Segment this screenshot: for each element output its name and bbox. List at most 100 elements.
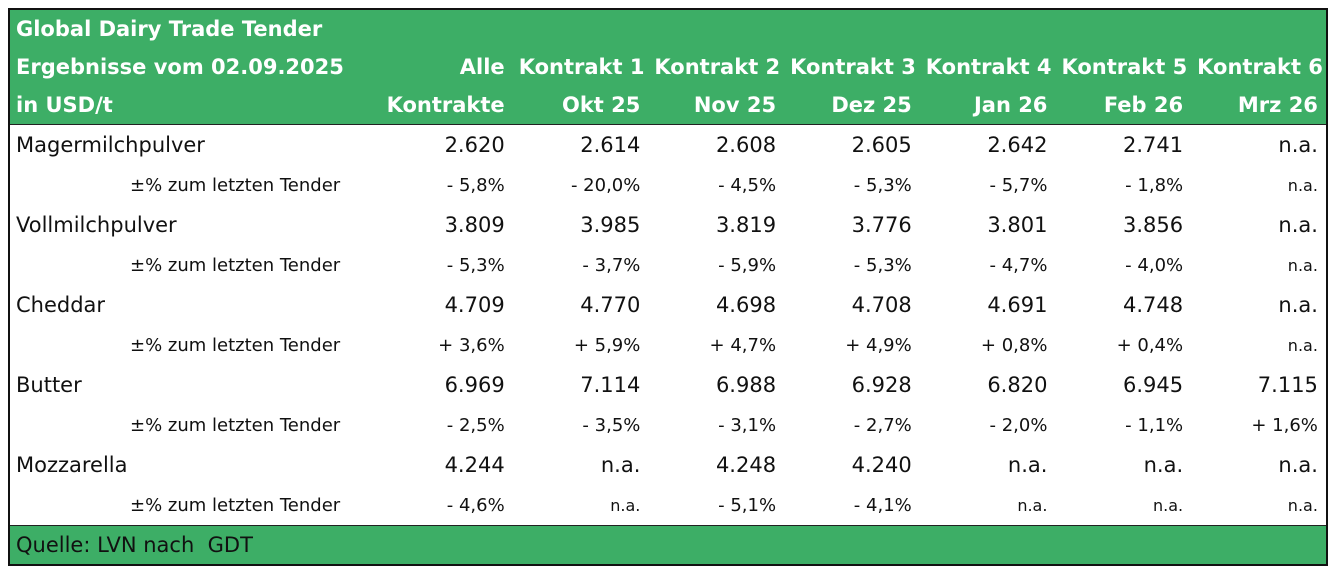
product-name: Vollmilchpulver bbox=[16, 213, 177, 237]
change-cell: n.a. bbox=[1287, 255, 1318, 275]
change-cell: - 2,0% bbox=[989, 414, 1048, 436]
price-cell: 3.819 bbox=[715, 213, 777, 237]
change-cell: - 5,1% bbox=[718, 494, 777, 516]
price-cell: n.a. bbox=[1278, 453, 1318, 477]
product-name: Mozzarella bbox=[16, 453, 128, 477]
column-header: Nov 25 bbox=[648, 86, 785, 125]
price-cell: n.a. bbox=[1143, 453, 1184, 477]
column-header: Kontrakt 1 bbox=[512, 48, 649, 86]
price-cell: 4.708 bbox=[851, 293, 912, 317]
price-cell: 2.620 bbox=[444, 133, 505, 157]
change-cell: n.a. bbox=[1287, 495, 1318, 515]
change-cell: n.a. bbox=[1153, 495, 1184, 515]
price-cell: 3.985 bbox=[580, 213, 641, 237]
change-cell: n.a. bbox=[610, 495, 641, 515]
table-row: ±% zum letzten Tender - 2,5% - 3,5% - 3,1% -… bbox=[9, 405, 1327, 445]
table-row: Vollmilchpulver 3.809 3.985 3.819 3.776 3.801… bbox=[9, 205, 1327, 245]
price-cell: 3.856 bbox=[1123, 213, 1184, 237]
change-cell: - 5,3% bbox=[853, 254, 912, 276]
price-cell: 4.244 bbox=[444, 453, 505, 477]
price-cell: 4.748 bbox=[1123, 293, 1184, 317]
price-cell: n.a. bbox=[1278, 213, 1318, 237]
price-cell: n.a. bbox=[1278, 293, 1318, 317]
price-cell: 6.969 bbox=[444, 373, 505, 397]
column-header: Jan 26 bbox=[919, 86, 1056, 125]
column-header: Alle bbox=[377, 48, 513, 86]
change-cell: - 3,5% bbox=[582, 414, 641, 436]
price-cell: 2.608 bbox=[715, 133, 777, 157]
price-cell: 4.709 bbox=[444, 293, 505, 317]
column-header: Mrz 26 bbox=[1191, 86, 1327, 125]
change-cell: - 4,6% bbox=[446, 494, 505, 516]
price-cell: 7.115 bbox=[1257, 373, 1318, 397]
column-header: Kontrakte bbox=[377, 86, 513, 125]
change-cell: - 2,7% bbox=[853, 414, 912, 436]
table-row: ±% zum letzten Tender - 5,8% - 20,0% - 4,5%… bbox=[9, 165, 1327, 205]
change-cell: n.a. bbox=[1287, 175, 1318, 195]
price-cell: 2.614 bbox=[580, 133, 641, 157]
change-cell: + 5,9% bbox=[573, 334, 641, 356]
change-label: ±% zum letzten Tender bbox=[130, 494, 341, 516]
change-cell: - 5,3% bbox=[446, 254, 505, 276]
price-cell: 4.770 bbox=[580, 293, 641, 317]
change-cell: - 3,1% bbox=[718, 414, 777, 436]
change-cell: + 4,9% bbox=[845, 334, 912, 356]
change-cell: - 1,1% bbox=[1125, 414, 1184, 436]
change-cell: - 4,7% bbox=[989, 254, 1048, 276]
table-row: in USD/t Kontrakte Okt 25 Nov 25 Dez 25 Jan 2… bbox=[9, 86, 1327, 125]
price-cell: 6.945 bbox=[1123, 373, 1184, 397]
product-name: Cheddar bbox=[16, 293, 106, 317]
source-note: Quelle: LVN nach GDT bbox=[9, 525, 1327, 565]
price-cell: 6.988 bbox=[715, 373, 777, 397]
price-cell: 3.776 bbox=[851, 213, 912, 237]
price-cell: 2.642 bbox=[987, 133, 1048, 157]
price-cell: 4.691 bbox=[987, 293, 1048, 317]
change-cell: + 3,6% bbox=[438, 334, 505, 356]
change-cell: - 5,9% bbox=[718, 254, 777, 276]
change-cell: - 4,0% bbox=[1125, 254, 1184, 276]
column-header: Feb 26 bbox=[1055, 86, 1192, 125]
title: Global Dairy Trade Tender bbox=[9, 9, 1327, 48]
price-cell: n.a. bbox=[600, 453, 641, 477]
column-header: Kontrakt 4 bbox=[919, 48, 1056, 86]
change-cell: - 3,7% bbox=[582, 254, 641, 276]
column-header: Kontrakt 2 bbox=[648, 48, 785, 86]
table-row: ±% zum letzten Tender - 4,6% n.a. - 5,1% - 4… bbox=[9, 485, 1327, 526]
price-cell: 6.928 bbox=[851, 373, 912, 397]
change-cell: - 5,3% bbox=[853, 174, 912, 196]
price-cell: 2.605 bbox=[851, 133, 912, 157]
change-label: ±% zum letzten Tender bbox=[130, 174, 341, 196]
change-label: ±% zum letzten Tender bbox=[130, 414, 341, 436]
change-cell: n.a. bbox=[1017, 495, 1048, 515]
subtitle: Ergebnisse vom 02.09.2025 bbox=[9, 48, 377, 86]
price-cell: 3.809 bbox=[444, 213, 505, 237]
change-label: ±% zum letzten Tender bbox=[130, 334, 341, 356]
change-cell: - 5,8% bbox=[446, 174, 505, 196]
table-row: Magermilchpulver 2.620 2.614 2.608 2.605 2.64… bbox=[9, 125, 1327, 166]
price-cell: 2.741 bbox=[1123, 133, 1184, 157]
tender-table: Global Dairy Trade Tender Ergebnisse vom … bbox=[8, 8, 1328, 566]
change-cell: n.a. bbox=[1287, 335, 1318, 355]
price-cell: 7.114 bbox=[580, 373, 641, 397]
table-row: Quelle: LVN nach GDT bbox=[9, 525, 1327, 565]
change-cell: - 5,7% bbox=[989, 174, 1048, 196]
unit-label: in USD/t bbox=[9, 86, 377, 125]
change-cell: - 4,1% bbox=[853, 494, 912, 516]
change-cell: - 1,8% bbox=[1125, 174, 1184, 196]
change-cell: - 20,0% bbox=[570, 174, 641, 196]
product-name: Butter bbox=[16, 373, 82, 397]
column-header: Kontrakt 6 bbox=[1191, 48, 1327, 86]
column-header: Kontrakt 5 bbox=[1055, 48, 1192, 86]
table-row: ±% zum letzten Tender - 5,3% - 3,7% - 5,9% -… bbox=[9, 245, 1327, 285]
table-row: Mozzarella 4.244 n.a. 4.248 4.240 n.a. n.a. n.a… bbox=[9, 445, 1327, 485]
column-header: Dez 25 bbox=[784, 86, 920, 125]
change-label: ±% zum letzten Tender bbox=[130, 254, 341, 276]
table-body: Global Dairy Trade Tender Ergebnisse vom … bbox=[9, 9, 1327, 565]
table-row: ±% zum letzten Tender + 3,6% + 5,9% + 4,7% +… bbox=[9, 325, 1327, 365]
price-cell: 4.240 bbox=[851, 453, 912, 477]
column-header: Kontrakt 3 bbox=[784, 48, 920, 86]
table-row: Cheddar 4.709 4.770 4.698 4.708 4.691 4.748 n.a… bbox=[9, 285, 1327, 325]
product-name: Magermilchpulver bbox=[16, 133, 205, 157]
